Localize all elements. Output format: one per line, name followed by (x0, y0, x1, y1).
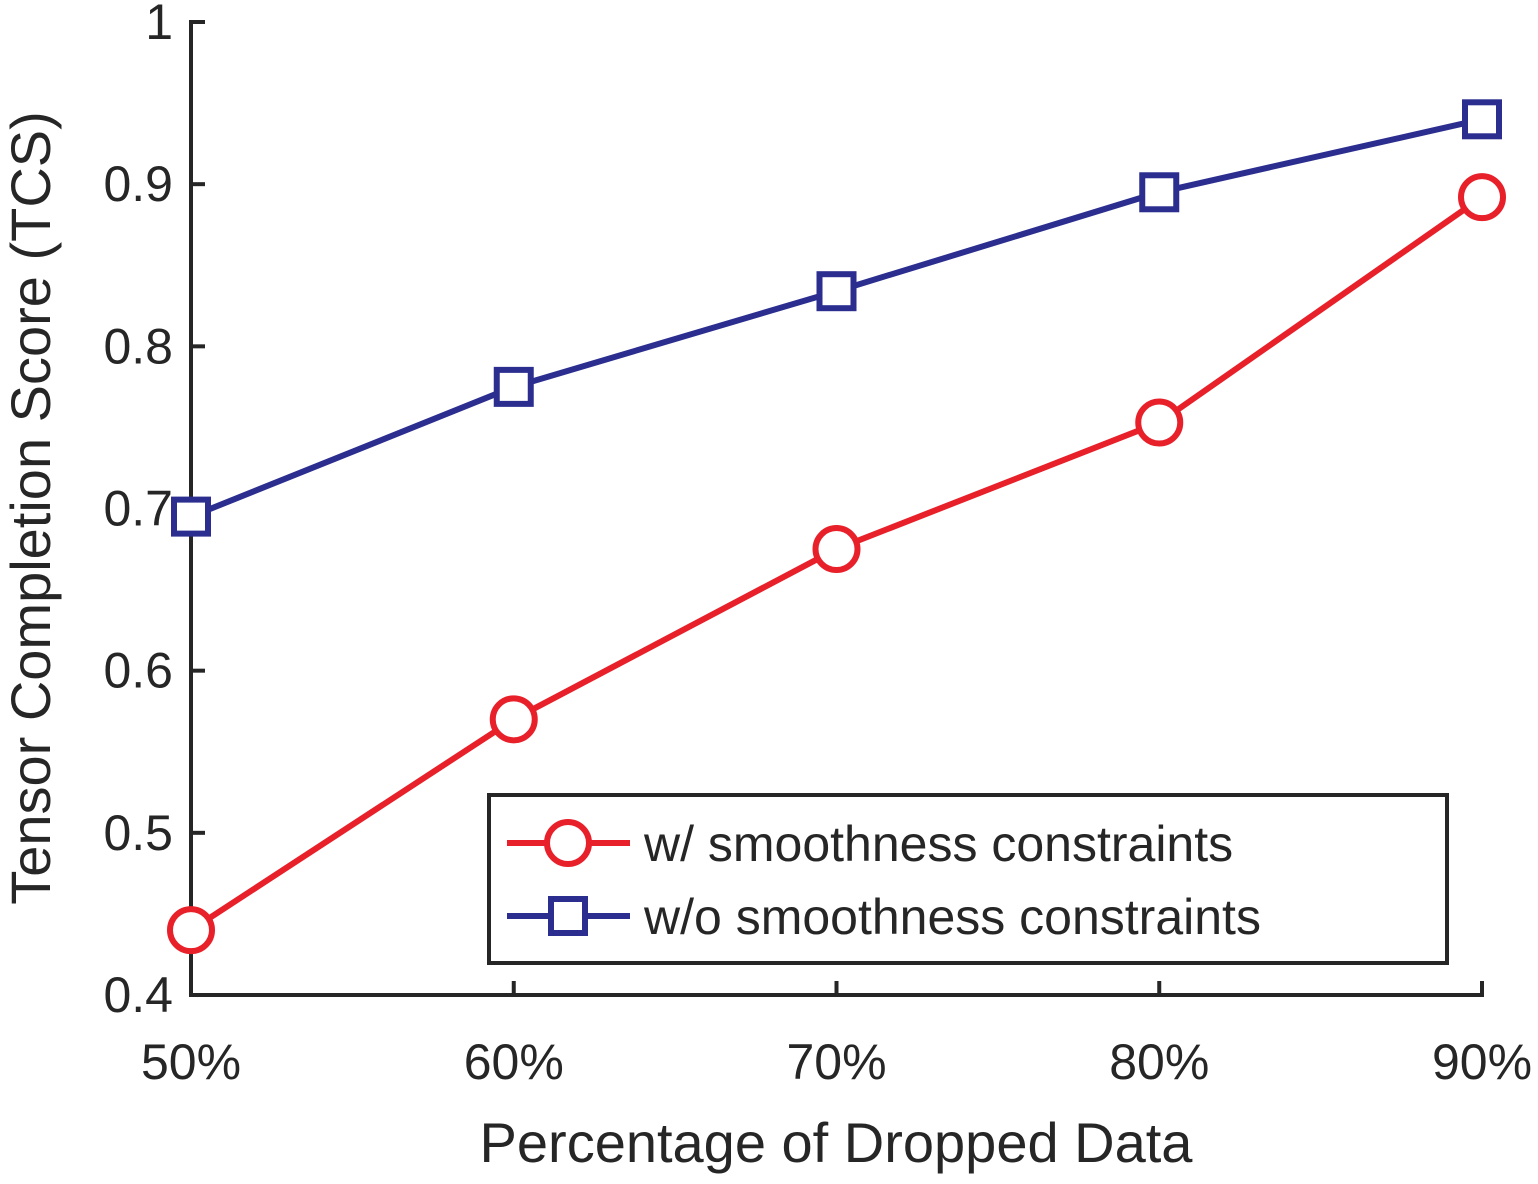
y-tick-label: 0.7 (103, 481, 173, 537)
x-tick-label: 60% (464, 1034, 564, 1090)
x-tick-label: 50% (141, 1034, 241, 1090)
y-axis-label: Tensor Completion Score (TCS) (0, 111, 62, 905)
legend-marker (544, 819, 592, 867)
axes: 0.4 0.5 0.6 0.7 0.8 0.9 1 50% 60% 70% 80% 90% (103, 0, 1532, 1090)
x-tick-label: 80% (1109, 1034, 1209, 1090)
data-point (1139, 172, 1180, 213)
legend-label: w/o smoothness constraints (643, 889, 1261, 945)
series-without-smoothness (171, 99, 1502, 537)
data-point (1462, 99, 1502, 140)
series-line (189, 116, 1483, 520)
data-point (171, 496, 211, 537)
series-group (167, 99, 1506, 955)
data-point (493, 366, 534, 407)
legend-marker (548, 896, 588, 936)
series-with-smoothness (167, 173, 1506, 955)
data-point (489, 695, 538, 744)
x-axis-label: Percentage of Dropped Data (480, 1111, 1194, 1174)
legend-item: w/ smoothness constraints (507, 816, 1233, 872)
data-point (812, 525, 861, 574)
data-point (167, 906, 215, 955)
legend-label: w/ smoothness constraints (643, 816, 1233, 872)
data-point (1135, 398, 1184, 447)
y-tick-label: 0.8 (103, 318, 173, 374)
y-tick-label: 0.6 (103, 643, 173, 699)
legend-item: w/o smoothness constraints (507, 889, 1261, 945)
legend-box (487, 793, 1449, 965)
y-tick-label: 0.9 (103, 156, 173, 212)
x-tick-label: 90% (1432, 1034, 1532, 1090)
y-tick-label: 1 (145, 0, 173, 50)
legend: w/ smoothness constraints w/o smoothness … (487, 793, 1449, 965)
x-tick-label: 70% (786, 1034, 886, 1090)
data-point (816, 271, 857, 312)
y-tick-label: 0.5 (103, 805, 173, 861)
data-point (1458, 173, 1506, 222)
y-tick-label: 0.4 (103, 967, 173, 1023)
